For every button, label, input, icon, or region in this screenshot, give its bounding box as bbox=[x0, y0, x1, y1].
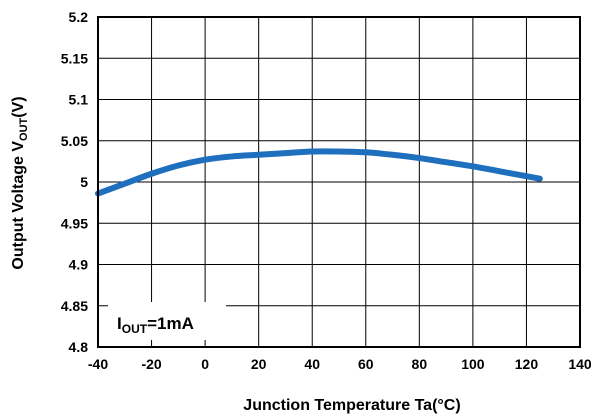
x-tick-label: 100 bbox=[461, 356, 485, 372]
y-tick-label: 4.85 bbox=[61, 298, 88, 314]
y-tick-label: 5.15 bbox=[61, 50, 88, 66]
annotation-box bbox=[108, 302, 226, 340]
x-tick-labels: -40 -20 0 20 40 60 80 100 120 140 bbox=[88, 356, 592, 372]
y-tick-label: 4.9 bbox=[69, 257, 89, 273]
y-tick-labels: 4.8 4.85 4.9 4.95 5 5.05 5.1 5.15 5.2 bbox=[61, 9, 88, 355]
x-tick-label: 140 bbox=[568, 356, 592, 372]
x-tick-label: -40 bbox=[88, 356, 108, 372]
y-tick-label: 5.1 bbox=[69, 92, 89, 108]
y-axis-title-sub: OUT bbox=[18, 117, 30, 141]
y-axis-title-unit: (V) bbox=[10, 96, 27, 117]
x-tick-label: 20 bbox=[251, 356, 267, 372]
y-tick-label: 4.8 bbox=[69, 339, 89, 355]
y-axis-title: Output Voltage VOUT(V) bbox=[10, 96, 30, 269]
x-tick-label: 60 bbox=[358, 356, 374, 372]
y-tick-label: 4.95 bbox=[61, 215, 88, 231]
y-tick-label: 5.2 bbox=[69, 9, 89, 25]
x-axis-title: Junction Temperature Ta(°C) bbox=[243, 397, 460, 414]
annotation-rest: =1mA bbox=[147, 314, 194, 333]
plot-frame bbox=[97, 16, 581, 348]
series-line-0 bbox=[95, 148, 543, 197]
y-tick-label: 5 bbox=[80, 174, 88, 190]
x-tick-label: 80 bbox=[412, 356, 428, 372]
annotation-main: I bbox=[117, 314, 122, 333]
y-tick-label: 5.05 bbox=[61, 133, 88, 149]
y-axis-title-main: Output Voltage V bbox=[10, 141, 27, 270]
annotation-sub: OUT bbox=[122, 322, 148, 336]
x-tick-label: -20 bbox=[141, 356, 161, 372]
x-tick-label: 40 bbox=[304, 356, 320, 372]
series-layer bbox=[95, 148, 543, 197]
grid bbox=[97, 16, 581, 348]
x-tick-label: 120 bbox=[515, 356, 539, 372]
annotation-label: IOUT=1mA bbox=[117, 314, 194, 336]
x-tick-label: 0 bbox=[201, 356, 209, 372]
